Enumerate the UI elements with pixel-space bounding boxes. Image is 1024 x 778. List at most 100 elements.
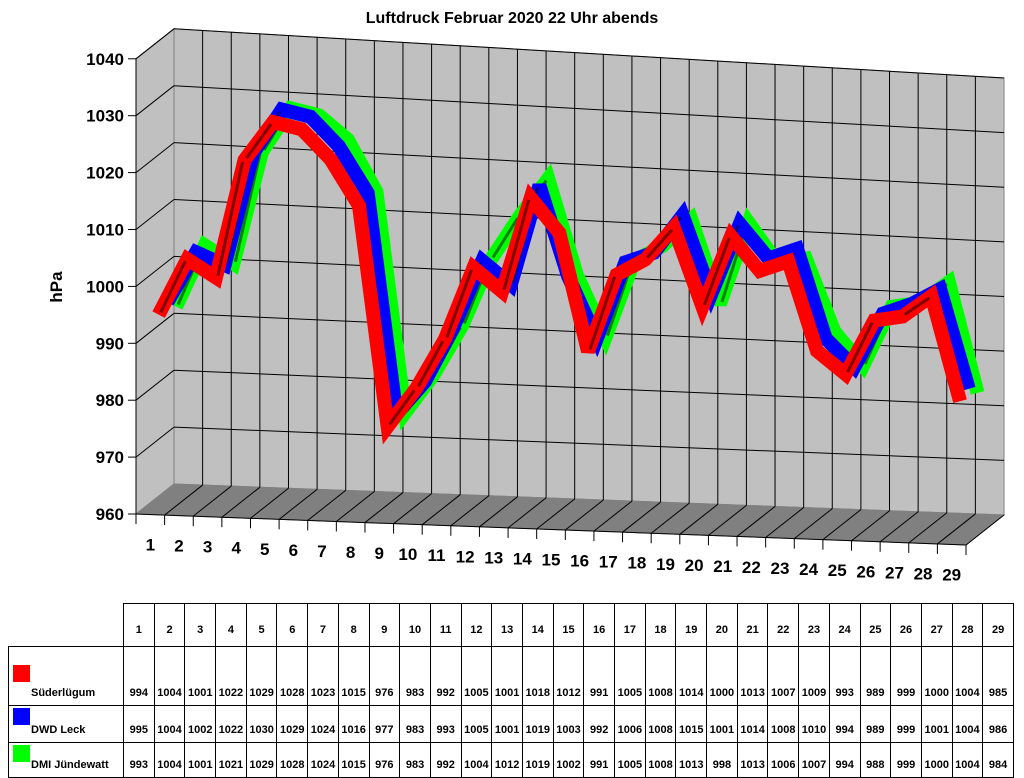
table-cell: 1012 bbox=[491, 742, 523, 778]
legend-cell: Süderlügum bbox=[8, 646, 124, 706]
x-tick-label: 14 bbox=[513, 549, 532, 568]
table-header-cell: 10 bbox=[399, 603, 431, 647]
table-cell: 1004 bbox=[951, 646, 984, 706]
table-row: DWD Leck 995 1004 1002 1022 1030 1029 1024 1016… bbox=[8, 705, 1014, 743]
y-tick-label: 1020 bbox=[86, 164, 124, 183]
table-cell: 994 bbox=[123, 646, 155, 706]
table-cell: 999 bbox=[890, 705, 922, 743]
table-cell: 1003 bbox=[552, 705, 585, 743]
table-header-cell: 22 bbox=[767, 603, 800, 647]
table-cell: 1005 bbox=[614, 646, 646, 706]
table-cell: 976 bbox=[368, 742, 401, 778]
table-cell: 1029 bbox=[276, 705, 309, 743]
x-tick-label: 13 bbox=[484, 548, 503, 567]
table-header-cell: 19 bbox=[675, 603, 708, 647]
table-cell: 1013 bbox=[736, 742, 769, 778]
table-cell: 994 bbox=[828, 705, 861, 743]
table-cell: 999 bbox=[890, 646, 922, 706]
table-cell: 1002 bbox=[552, 742, 585, 778]
y-tick-label: 1000 bbox=[86, 277, 124, 296]
y-tick-label: 980 bbox=[96, 391, 124, 410]
table-header-row: 1 2 3 4 5 6 7 8 9 10 11 12 13 14 15 16 17 18 19 20 21 22 23 24 2… bbox=[8, 603, 1014, 647]
table-header-cell: 6 bbox=[276, 603, 309, 647]
table-cell: 1028 bbox=[276, 646, 309, 706]
legend-cell: DWD Leck bbox=[8, 705, 124, 743]
table-header-cell: 17 bbox=[614, 603, 646, 647]
x-tick-label: 17 bbox=[599, 553, 618, 572]
table-cell: 1022 bbox=[215, 705, 247, 743]
y-tick-label: 960 bbox=[96, 505, 124, 524]
table-header-cell: 26 bbox=[890, 603, 922, 647]
legend-swatch-red bbox=[13, 665, 30, 682]
table-cell: 1019 bbox=[521, 705, 554, 743]
table-header-cell: 11 bbox=[429, 603, 462, 647]
table-cell: 1001 bbox=[491, 705, 523, 743]
table-header-cell: 13 bbox=[491, 603, 523, 647]
table-header-cell: 14 bbox=[521, 603, 554, 647]
data-table: 1 2 3 4 5 6 7 8 9 10 11 12 13 14 15 16 17 18 19 20 21 22 23 24 2… bbox=[8, 603, 1014, 778]
table-cell: 1007 bbox=[767, 646, 800, 706]
table-cell: 992 bbox=[429, 742, 462, 778]
table-cell: 1004 bbox=[153, 742, 186, 778]
table-cell: 1002 bbox=[184, 705, 217, 743]
table-cell: 1001 bbox=[184, 646, 217, 706]
table-cell: 993 bbox=[429, 705, 462, 743]
x-tick-label: 24 bbox=[799, 560, 818, 579]
table-corner bbox=[8, 603, 124, 647]
y-tick-label: 970 bbox=[96, 448, 124, 467]
table-cell: 977 bbox=[368, 705, 401, 743]
x-tick-label: 25 bbox=[828, 561, 847, 580]
table-cell: 1005 bbox=[614, 742, 646, 778]
table-cell: 991 bbox=[583, 742, 615, 778]
table-cell: 984 bbox=[982, 742, 1014, 778]
x-tick-label: 26 bbox=[856, 562, 875, 581]
series-label: DMI Jündewatt bbox=[31, 759, 109, 771]
table-cell: 993 bbox=[123, 742, 155, 778]
x-tick-label: 15 bbox=[542, 551, 561, 570]
table-cell: 983 bbox=[399, 705, 431, 743]
table-header-cell: 16 bbox=[583, 603, 615, 647]
table-cell: 1004 bbox=[153, 646, 186, 706]
table-cell: 993 bbox=[828, 646, 861, 706]
table-header-cell: 5 bbox=[245, 603, 278, 647]
table-header-cell: 15 bbox=[552, 603, 585, 647]
x-tick-label: 23 bbox=[771, 559, 790, 578]
table-cell: 1005 bbox=[460, 646, 493, 706]
table-cell: 1029 bbox=[245, 742, 278, 778]
table-cell: 1030 bbox=[245, 705, 278, 743]
table-row: DMI Jündewatt 993 1004 1001 1021 1029 1028 102… bbox=[8, 742, 1014, 778]
table-cell: 976 bbox=[368, 646, 401, 706]
x-tick-label: 6 bbox=[289, 541, 298, 560]
x-tick-label: 1 bbox=[146, 536, 155, 555]
x-tick-label: 11 bbox=[428, 546, 446, 565]
table-header-cell: 23 bbox=[798, 603, 830, 647]
table-cell: 1004 bbox=[951, 705, 984, 743]
table-header-cell: 21 bbox=[736, 603, 769, 647]
x-tick-label: 27 bbox=[885, 563, 904, 582]
table-cell: 1010 bbox=[798, 705, 830, 743]
legend-swatch-green bbox=[13, 745, 30, 762]
table-cell: 1006 bbox=[614, 705, 646, 743]
table-header-cell: 25 bbox=[859, 603, 892, 647]
y-tick-label: 1010 bbox=[86, 221, 124, 240]
table-cell: 1004 bbox=[460, 742, 493, 778]
table-cell: 1008 bbox=[644, 646, 677, 706]
table-cell: 986 bbox=[982, 705, 1014, 743]
x-tick-label: 18 bbox=[627, 554, 646, 573]
y-tick-label: 990 bbox=[96, 334, 124, 353]
legend-swatch-blue bbox=[13, 708, 30, 725]
table-cell: 989 bbox=[859, 705, 892, 743]
table-header-cell: 3 bbox=[184, 603, 217, 647]
gridlines bbox=[135, 28, 1005, 546]
y-tick-label: 1030 bbox=[86, 107, 124, 126]
table-cell: 1008 bbox=[644, 705, 677, 743]
table-cell: 1001 bbox=[491, 646, 523, 706]
table-cell: 985 bbox=[982, 646, 1014, 706]
table-cell: 1023 bbox=[307, 646, 339, 706]
x-tick-label: 16 bbox=[570, 552, 589, 571]
x-tick-label: 20 bbox=[685, 556, 704, 575]
table-header-cell: 27 bbox=[920, 603, 953, 647]
table-cell: 992 bbox=[429, 646, 462, 706]
table-cell: 999 bbox=[890, 742, 922, 778]
